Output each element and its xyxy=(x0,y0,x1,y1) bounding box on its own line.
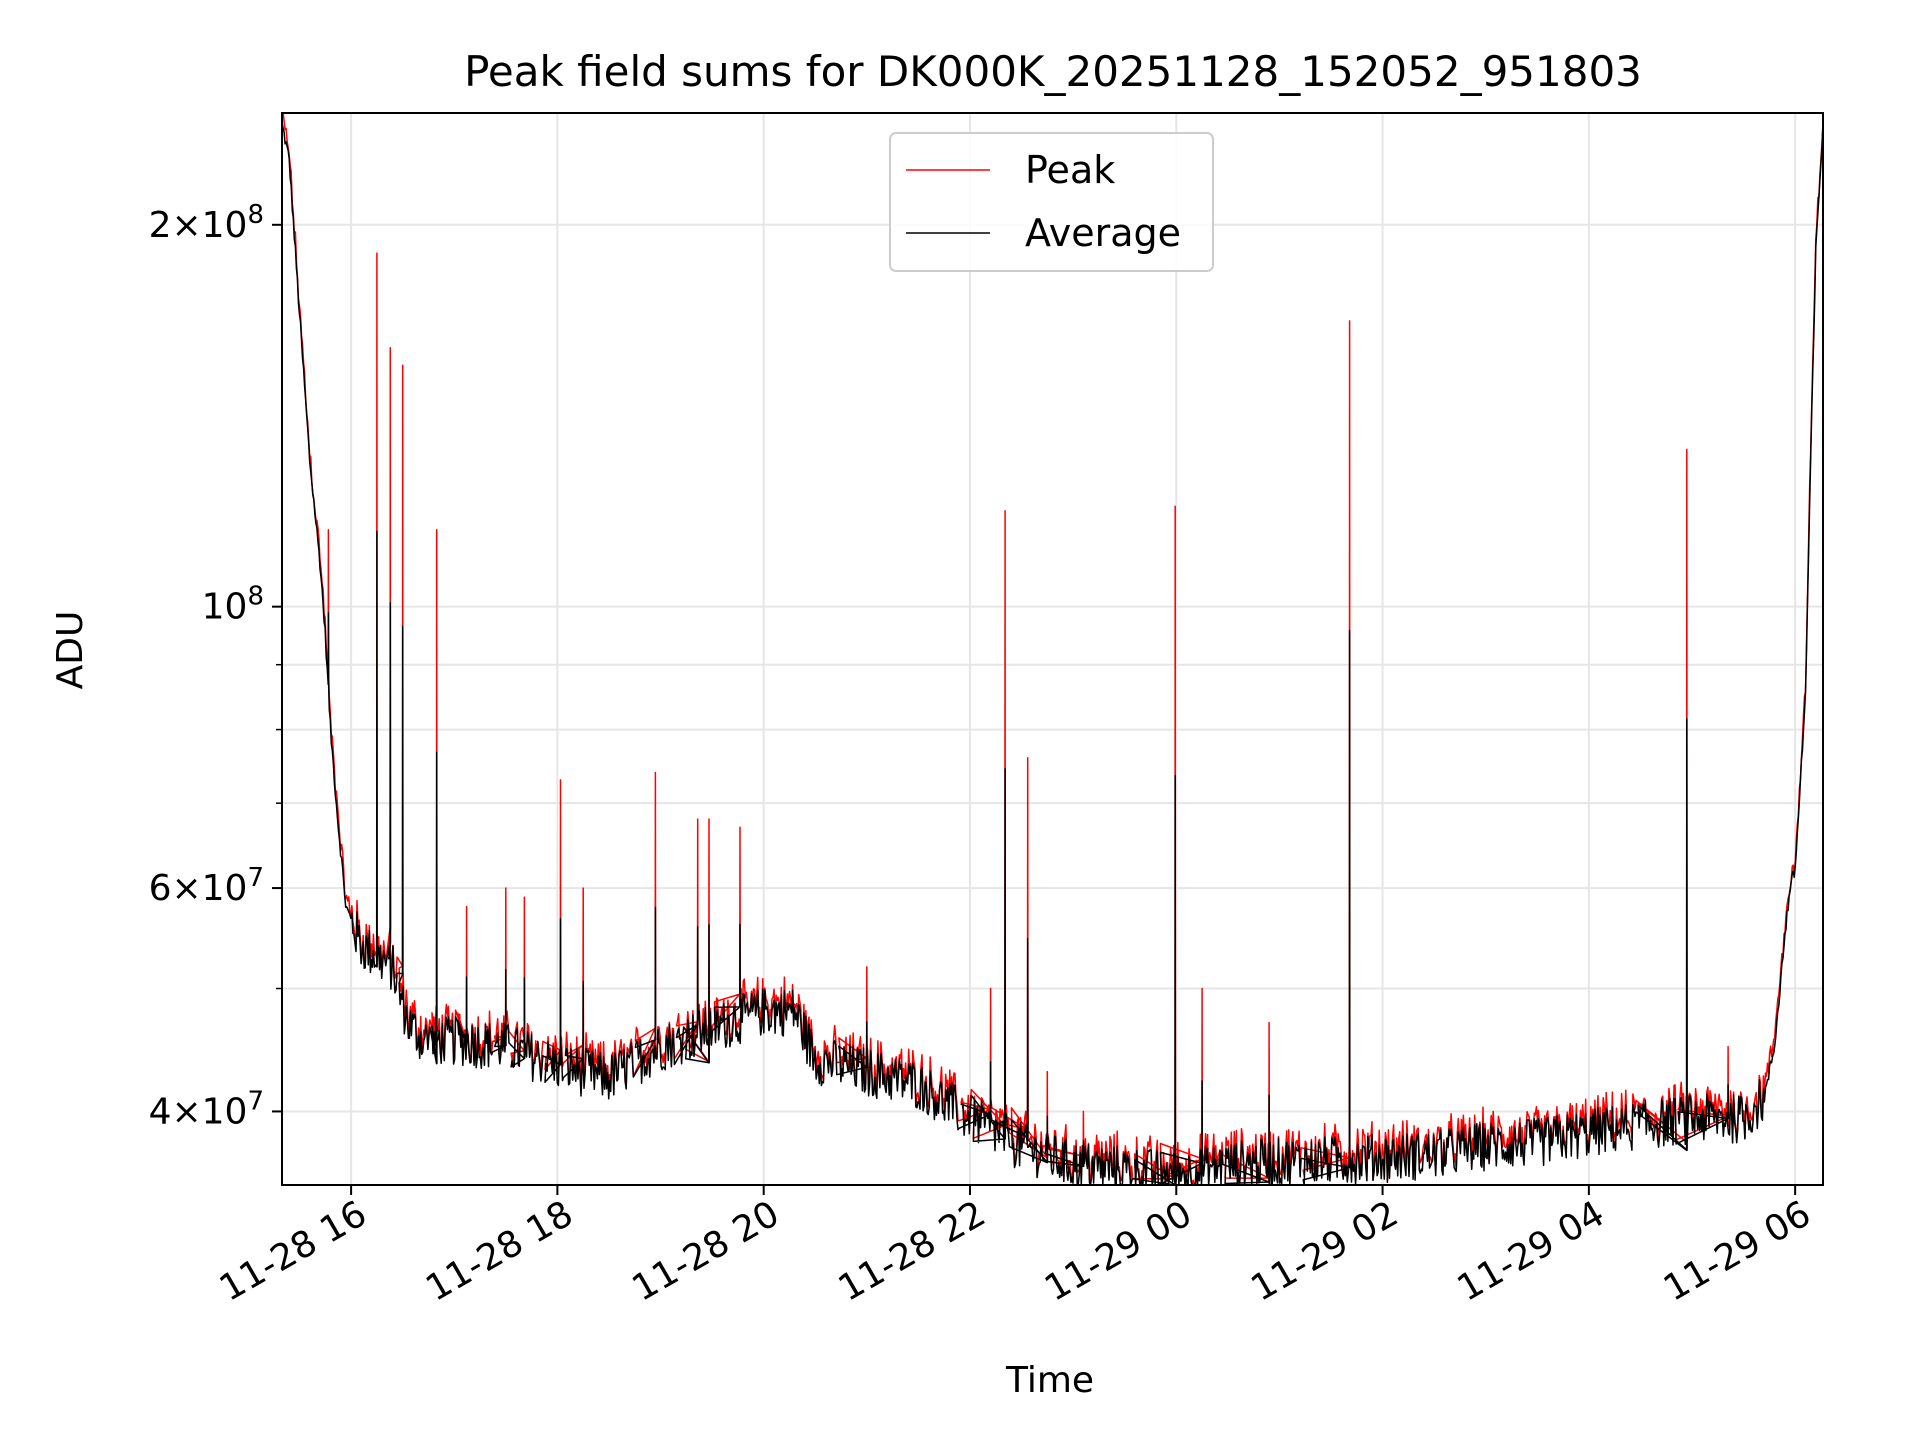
x-tick-label: 11-29 00 xyxy=(1038,1193,1199,1309)
legend-average-label: Average xyxy=(1025,211,1181,255)
series-average-line xyxy=(282,122,1823,1185)
series-group xyxy=(282,113,1823,1185)
x-tick-label: 11-29 06 xyxy=(1657,1193,1818,1309)
y-tick-exponent: 8 xyxy=(247,582,264,612)
grid xyxy=(282,113,1823,1185)
chart-title: Peak field sums for DK000K_20251128_1520… xyxy=(464,47,1642,96)
series-peak-line xyxy=(282,113,1823,1185)
legend-peak-label: Peak xyxy=(1025,148,1115,192)
y-axis-label: ADU xyxy=(50,611,91,690)
x-axis-label: Time xyxy=(1005,1360,1094,1401)
x-tick-label: 11-28 22 xyxy=(832,1193,993,1309)
x-tick-label: 11-28 16 xyxy=(213,1193,374,1309)
x-tick-label: 11-29 04 xyxy=(1451,1193,1612,1309)
x-tick-label: 11-29 02 xyxy=(1244,1193,1405,1309)
legend-box xyxy=(889,132,1214,272)
y-tick-exponent: 8 xyxy=(247,200,264,230)
y-tick-label: 2×108 xyxy=(149,200,264,246)
y-tick-label: 108 xyxy=(202,582,264,628)
y-tick-label: 6×107 xyxy=(149,863,264,909)
x-tick-label: 11-28 18 xyxy=(419,1193,580,1309)
x-tick-label: 11-28 20 xyxy=(626,1193,787,1309)
legend: Peak Average xyxy=(889,132,1214,272)
y-tick-exponent: 7 xyxy=(247,863,264,893)
plot-frame xyxy=(281,112,1824,1186)
y-tick-exponent: 7 xyxy=(247,1086,264,1116)
y-tick-label: 4×107 xyxy=(149,1086,264,1132)
